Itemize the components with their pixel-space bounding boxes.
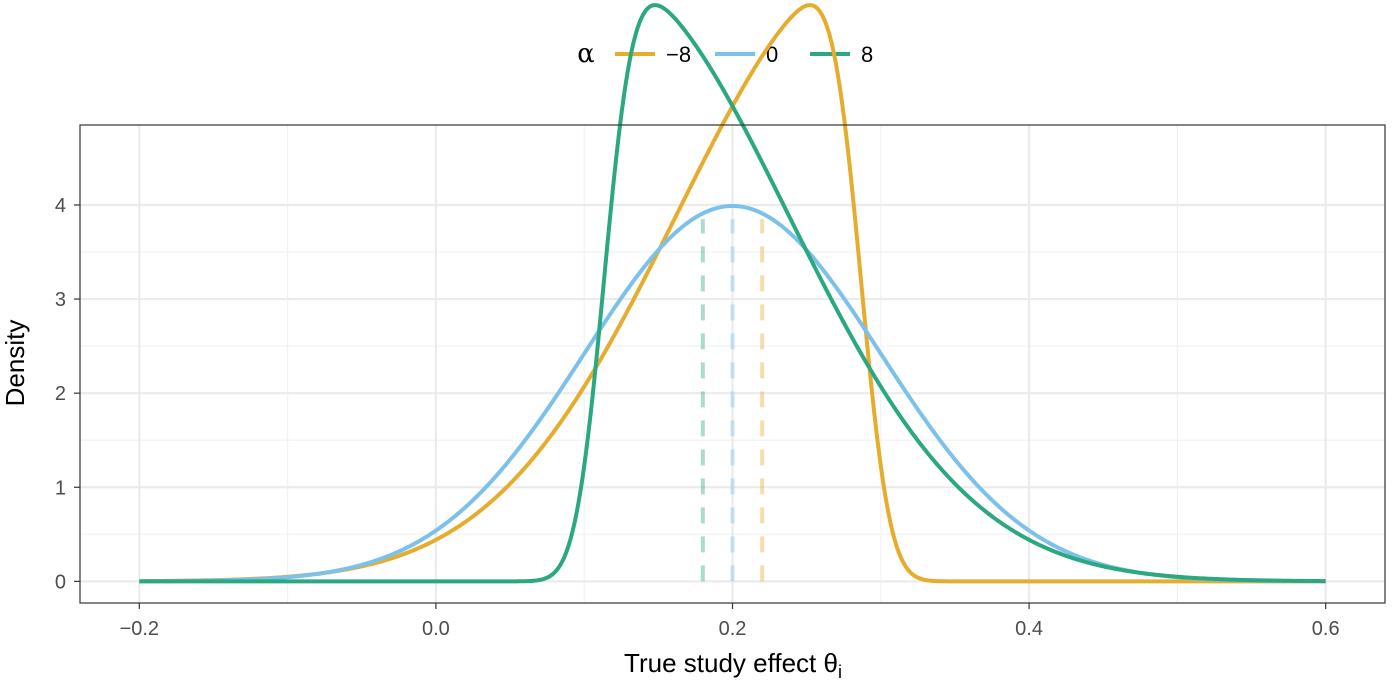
y-tick-label: 0 xyxy=(55,571,66,593)
legend-title: α xyxy=(577,39,595,69)
y-axis-title: Density xyxy=(0,320,30,407)
x-tick-label: −0.2 xyxy=(120,618,159,640)
x-tick-label: 0.2 xyxy=(719,618,747,640)
plot-panel xyxy=(79,3,1386,604)
x-tick-label: 0.6 xyxy=(1312,618,1340,640)
x-tick-label: 0.0 xyxy=(422,618,450,640)
y-tick-label: 4 xyxy=(55,195,66,217)
y-tick-label: 3 xyxy=(55,289,66,311)
x-axis-title-main: True study effect θ xyxy=(624,648,838,678)
x-tick-label: 0.4 xyxy=(1015,618,1043,640)
legend: α −8 0 8 xyxy=(577,39,873,69)
x-axis-title-subscript: i xyxy=(838,662,842,682)
density-curve-alpha-8 xyxy=(139,3,1326,584)
y-tick-label: 1 xyxy=(55,477,66,499)
y-tick-label: 2 xyxy=(55,383,66,405)
legend-label-alpha-8: 8 xyxy=(861,42,873,67)
legend-label-alpha--8: −8 xyxy=(666,42,691,67)
x-axis-title: True study effect θi xyxy=(624,648,842,682)
